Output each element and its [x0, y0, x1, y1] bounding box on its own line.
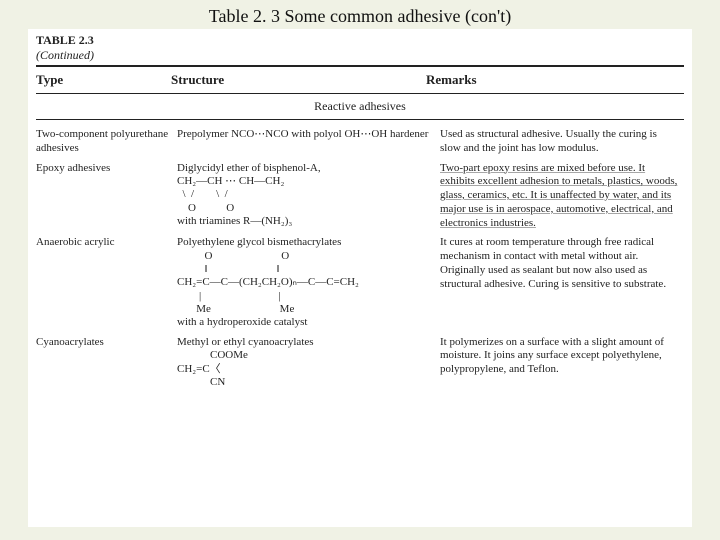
cell-type: Anaerobic acrylic — [36, 236, 177, 250]
table-number: TABLE 2.3 — [36, 33, 94, 47]
cell-structure: Diglycidyl ether of bisphenol-A, CH₂—CH … — [177, 162, 440, 229]
rule-top — [36, 65, 684, 67]
structure-title: Methyl or ethyl cyanoacrylates — [177, 336, 432, 350]
cell-remarks: It polymerizes on a surface with a sligh… — [440, 336, 684, 377]
chem-line: \ / \ / — [177, 188, 432, 201]
cell-type: Cyanoacrylates — [36, 336, 177, 350]
table-row: Epoxy adhesives Diglycidyl ether of bisp… — [36, 156, 684, 231]
chem-line: O O — [177, 202, 432, 215]
cell-type: Two-component polyurethane adhesives — [36, 128, 177, 156]
chem-line: O O — [177, 250, 432, 263]
table-row: Two-component polyurethane adhesives Pre… — [36, 122, 684, 156]
structure-tail: with a hydroperoxide catalyst — [177, 316, 432, 330]
cell-structure: Methyl or ethyl cyanoacrylates COOMe CH₂… — [177, 336, 440, 389]
figure-caption: Table 2. 3 Some common adhesive (con't) — [0, 0, 720, 29]
scanned-table: TABLE 2.3 (Continued) Type Structure Rem… — [28, 29, 692, 527]
column-headers: Type Structure Remarks — [36, 69, 684, 91]
chem-line: Me Me — [177, 303, 432, 316]
table-row: Cyanoacrylates Methyl or ethyl cyanoacry… — [36, 330, 684, 389]
remarks-text: Two-part epoxy resins are mixed before u… — [440, 162, 677, 229]
table-heading: TABLE 2.3 (Continued) — [36, 33, 684, 63]
structure-tail: with triamines R—(NH₂)₃ — [177, 215, 432, 229]
header-structure: Structure — [171, 69, 426, 91]
rule-under-section — [36, 119, 684, 120]
cell-remarks: It cures at room temperature through fre… — [440, 236, 684, 291]
table-row: Anaerobic acrylic Polyethylene glycol bi… — [36, 230, 684, 329]
page: Table 2. 3 Some common adhesive (con't) … — [0, 0, 720, 540]
header-remarks: Remarks — [426, 69, 684, 91]
chem-line: CH₂—CH ⋯ CH—CH₂ — [177, 175, 432, 188]
cell-remarks: Used as structural adhesive. Usually the… — [440, 128, 684, 156]
structure-title: Diglycidyl ether of bisphenol-A, — [177, 162, 432, 176]
chem-line: CH₂=C〈 — [177, 363, 432, 376]
chem-line: | | — [177, 290, 432, 303]
cell-type: Epoxy adhesives — [36, 162, 177, 176]
header-type: Type — [36, 69, 171, 91]
cell-remarks: Two-part epoxy resins are mixed before u… — [440, 162, 684, 231]
cell-structure: Prepolymer NCO⋯NCO with polyol OH⋯OH har… — [177, 128, 440, 142]
cell-structure: Polyethylene glycol bismethacrylates O O… — [177, 236, 440, 329]
chem-line: COOMe — [177, 349, 432, 362]
continued-label: (Continued) — [36, 48, 94, 62]
chem-line: ‖ ‖ — [177, 263, 432, 276]
rule-under-header — [36, 93, 684, 94]
chem-line: CH₂=C—C—(CH₂CH₂O)ₙ—C—C=CH₂ — [177, 276, 432, 289]
structure-title: Polyethylene glycol bismethacrylates — [177, 236, 432, 250]
chem-line: CN — [177, 376, 432, 389]
section-title: Reactive adhesives — [36, 96, 684, 117]
